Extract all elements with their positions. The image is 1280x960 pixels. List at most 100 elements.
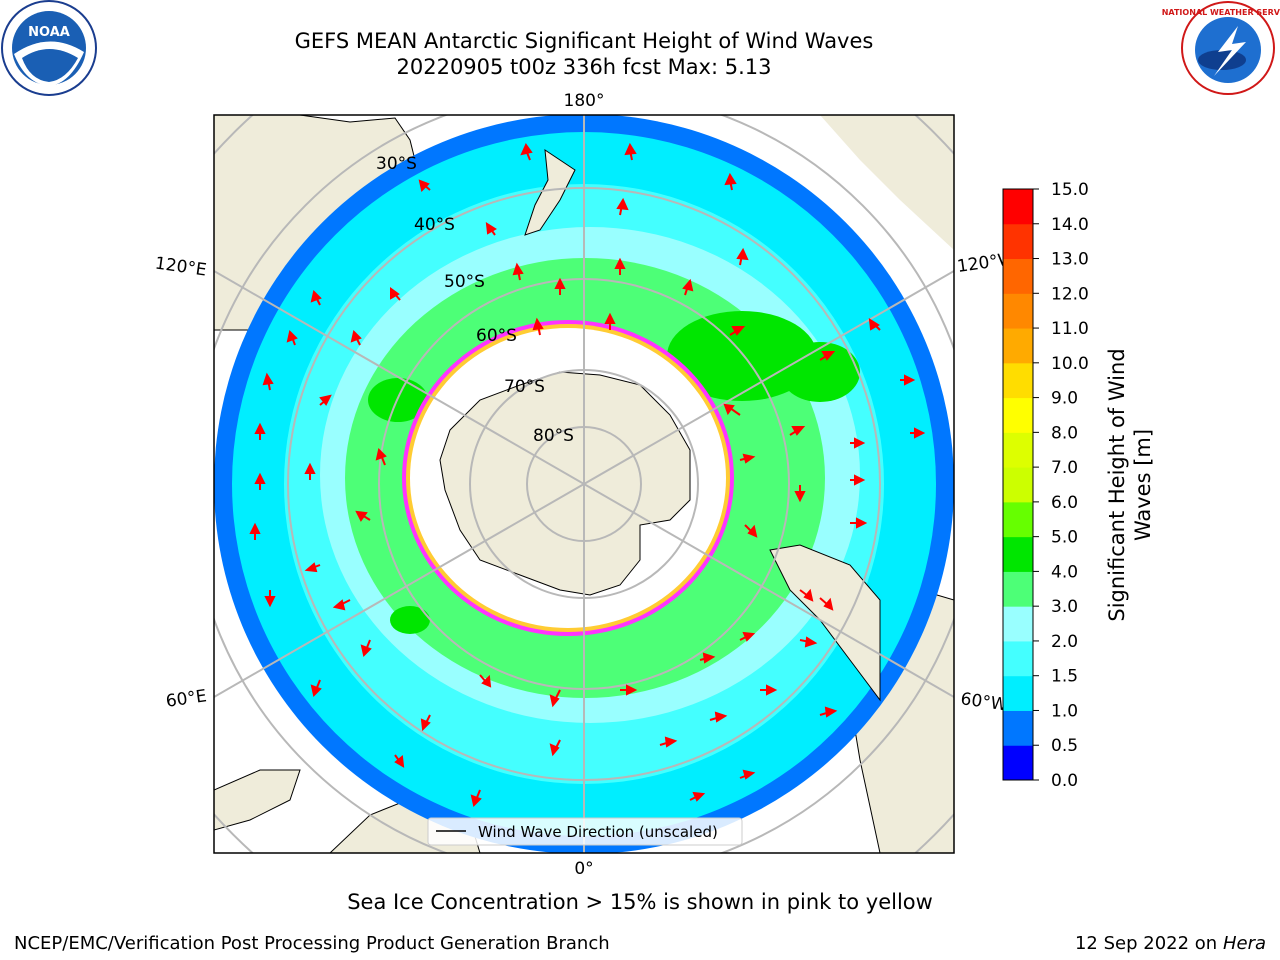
wave-arrow bbox=[304, 562, 321, 573]
colorbar-segment bbox=[1003, 467, 1033, 503]
colorbar-tick-label: 12.0 bbox=[1051, 284, 1089, 304]
lat-label-60s: 60°S bbox=[476, 326, 517, 346]
wave-direction-arrows bbox=[249, 142, 926, 807]
colorbar-title-line2: Waves [m] bbox=[1131, 429, 1155, 541]
colorbar-tick-label: 0.5 bbox=[1051, 736, 1078, 756]
wave-arrow bbox=[470, 789, 482, 807]
wave-arrow bbox=[360, 639, 372, 657]
wave-arrow bbox=[739, 769, 756, 780]
wave-arrow bbox=[850, 474, 866, 486]
lat-label-40s: 40°S bbox=[414, 215, 455, 235]
wave-arrow bbox=[485, 222, 497, 236]
wave-arrow bbox=[520, 142, 533, 161]
colorbar-segment bbox=[1003, 328, 1033, 364]
lon-label-180: 180° bbox=[564, 91, 605, 111]
wave-arrow bbox=[616, 197, 629, 216]
wave-arrow bbox=[850, 517, 868, 529]
wave-arrow bbox=[355, 510, 371, 522]
wave-arrow bbox=[350, 330, 362, 346]
colorbar-tick-label: 7.0 bbox=[1051, 458, 1078, 478]
footer-date: 12 Sep 2022 on Hera bbox=[1075, 933, 1266, 954]
colorbar-tick-label: 0.0 bbox=[1051, 771, 1078, 791]
wave-arrow bbox=[624, 142, 637, 161]
wave-arrow bbox=[744, 524, 758, 538]
wave-arrow bbox=[799, 636, 818, 648]
wave-arrow bbox=[699, 652, 716, 664]
wave-arrow bbox=[659, 736, 678, 748]
map-area: Wind Wave Direction (unscaled) bbox=[214, 115, 954, 853]
wave-arrow bbox=[604, 312, 616, 330]
noaa-logo-text: NOAA bbox=[28, 25, 70, 40]
wave-arrow bbox=[729, 326, 746, 336]
wave-arrow bbox=[332, 599, 351, 611]
wave-arrow bbox=[479, 674, 492, 688]
lon-label-60e: 60°E bbox=[165, 686, 208, 711]
colorbar-tick-label: 2.0 bbox=[1051, 632, 1078, 652]
wave-arrow bbox=[739, 453, 756, 464]
legend-label: Wind Wave Direction (unscaled) bbox=[478, 823, 718, 841]
wave-arrow bbox=[868, 318, 881, 331]
colorbar-tick-label: 11.0 bbox=[1051, 319, 1089, 339]
wave-arrow bbox=[554, 277, 566, 295]
wave-arrow bbox=[682, 278, 694, 296]
nws-logo: NATIONAL WEATHER SERVICE bbox=[1162, 1, 1280, 95]
wave-arrow bbox=[394, 754, 405, 768]
lat-label-80s: 80°S bbox=[533, 426, 574, 446]
colorbar-segment bbox=[1003, 710, 1033, 746]
wave-arrow bbox=[789, 426, 806, 436]
wave-arrow bbox=[264, 590, 276, 608]
colorbar-title: Significant Height of Wind Waves [m] bbox=[1105, 348, 1155, 621]
wave-arrow bbox=[819, 351, 836, 361]
wave-arrow bbox=[739, 631, 756, 642]
footer-organization: NCEP/EMC/Verification Post Processing Pr… bbox=[14, 933, 610, 954]
wave-arrow bbox=[760, 684, 778, 696]
wave-arrow bbox=[549, 739, 561, 757]
colorbar-segment bbox=[1003, 189, 1033, 225]
wave-arrow bbox=[420, 714, 431, 732]
wave-arrow bbox=[254, 422, 266, 440]
colorbar-segment bbox=[1003, 501, 1033, 538]
wave-arrow bbox=[724, 172, 737, 191]
wave-arrow bbox=[319, 394, 332, 406]
colorbar-tick-label: 9.0 bbox=[1051, 389, 1078, 409]
colorbar-tick-label: 5.0 bbox=[1051, 528, 1078, 548]
wave-arrow bbox=[709, 711, 728, 723]
colorbar-tick-label: 4.0 bbox=[1051, 562, 1078, 582]
wave-arrow bbox=[614, 257, 626, 275]
noaa-logo: NOAA bbox=[1, 0, 97, 96]
colorbar-tick-label: 13.0 bbox=[1051, 250, 1089, 270]
lat-label-70s: 70°S bbox=[504, 377, 545, 397]
wave-arrow bbox=[819, 706, 838, 718]
colorbar-segment bbox=[1003, 640, 1033, 677]
colorbar-segment bbox=[1003, 293, 1033, 329]
wave-arrow bbox=[620, 684, 638, 696]
colorbar-tick-label: 1.0 bbox=[1051, 701, 1078, 721]
wave-arrow bbox=[286, 330, 298, 346]
chart-subtitle-run-info: 20220905 t00z 336h fcst Max: 5.13 bbox=[396, 55, 772, 79]
wave-arrow bbox=[532, 317, 544, 336]
colorbar-segment bbox=[1003, 362, 1033, 399]
wave-arrow bbox=[375, 448, 387, 466]
sea-ice-note: Sea Ice Concentration > 15% is shown in … bbox=[347, 890, 933, 914]
lon-label-0: 0° bbox=[574, 859, 593, 879]
colorbar-tick-label: 8.0 bbox=[1051, 423, 1078, 443]
graticule bbox=[214, 115, 954, 853]
wave-arrow bbox=[418, 179, 431, 192]
chart-title: GEFS MEAN Antarctic Significant Height o… bbox=[294, 29, 874, 53]
footer-date-text: 12 Sep 2022 on bbox=[1074, 933, 1218, 954]
wave-arrow bbox=[310, 679, 322, 697]
colorbar-tick-label: 10.0 bbox=[1051, 354, 1089, 374]
map-frame bbox=[213, 114, 955, 854]
colorbar-segment bbox=[1003, 745, 1033, 781]
wave-arrow bbox=[850, 437, 866, 449]
wave-arrow bbox=[310, 290, 322, 306]
colorbar-tick-label: 15.0 bbox=[1051, 180, 1089, 200]
wave-arrow bbox=[689, 791, 706, 802]
colorbar-segment bbox=[1003, 675, 1033, 711]
footer-host: Hera bbox=[1222, 933, 1266, 954]
wave-arrow bbox=[512, 262, 524, 281]
lon-label-120e: 120°E bbox=[154, 254, 208, 281]
wave-arrow bbox=[799, 588, 814, 602]
colorbar-segment bbox=[1003, 571, 1033, 607]
colorbar-segment bbox=[1003, 258, 1033, 294]
